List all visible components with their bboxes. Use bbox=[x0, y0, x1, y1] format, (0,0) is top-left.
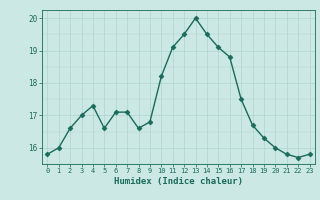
X-axis label: Humidex (Indice chaleur): Humidex (Indice chaleur) bbox=[114, 177, 243, 186]
